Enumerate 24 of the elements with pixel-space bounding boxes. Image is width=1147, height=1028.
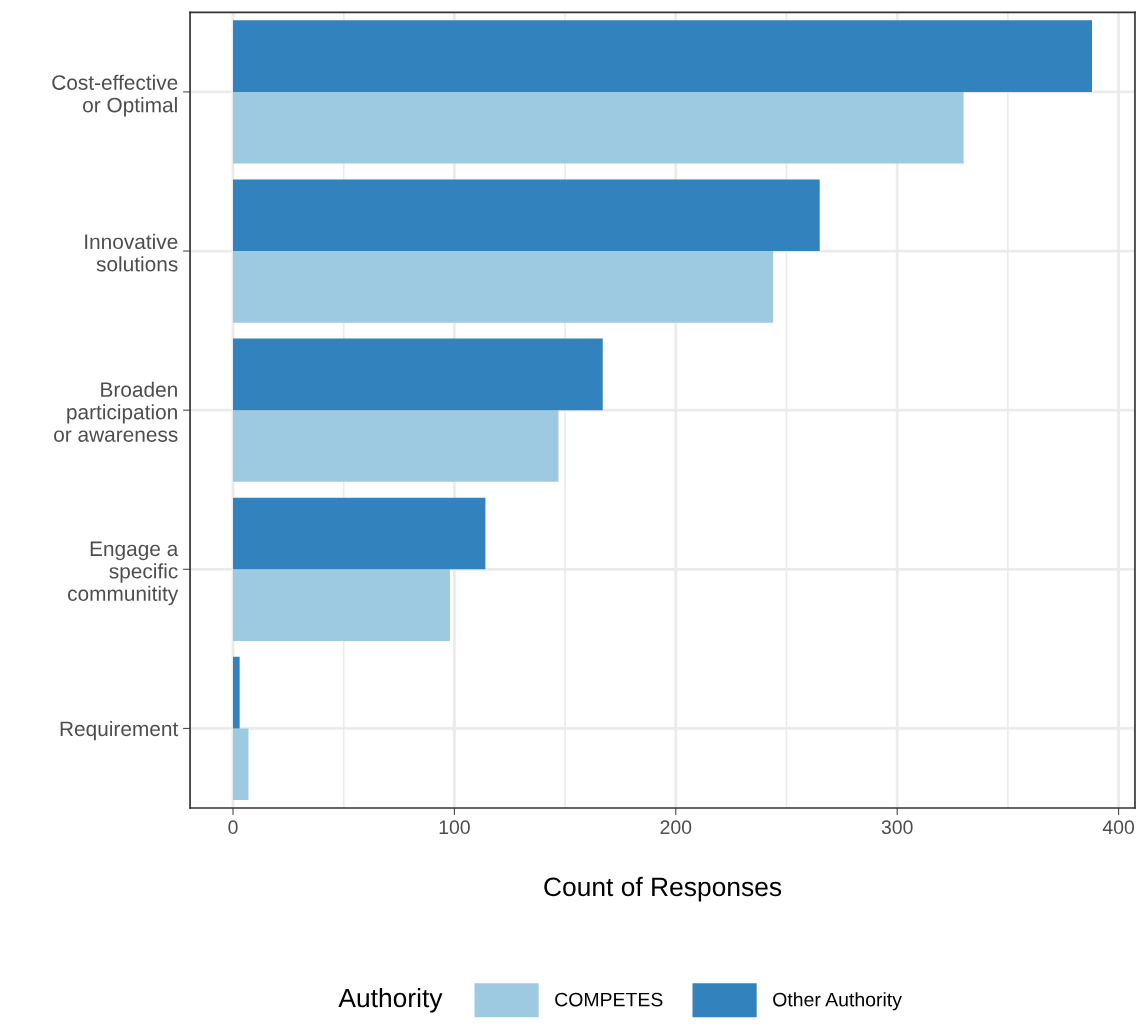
legend-title: Authority — [338, 987, 443, 1013]
bar — [233, 338, 603, 411]
bar — [233, 20, 1093, 92]
x-tick-label: 200 — [660, 820, 692, 835]
y-tick-label: Engage a specific communitity — [68, 541, 179, 606]
x-tick-label: 100 — [439, 820, 470, 835]
bar — [233, 91, 964, 164]
bar — [233, 497, 486, 570]
x-tick-label: 400 — [1102, 820, 1135, 835]
bar — [233, 569, 450, 641]
y-tick-label: Requirement — [60, 720, 179, 741]
bar — [233, 728, 249, 801]
x-axis-title: Count of Responses — [544, 876, 782, 902]
y-tick-label: Broaden participation or awareness — [54, 381, 178, 442]
legend-label: COMPETES — [555, 992, 663, 1007]
y-tick-label: Innovative solutions — [85, 233, 178, 272]
bar — [233, 410, 559, 482]
bar — [233, 251, 774, 323]
bar — [233, 179, 820, 252]
legend-label: Other Authority — [773, 992, 902, 1011]
x-tick-label: 0 — [228, 820, 238, 835]
bar — [233, 656, 240, 729]
x-tick-label: 300 — [881, 820, 913, 835]
y-tick-label: Cost-effective or Optimal — [52, 74, 178, 117]
